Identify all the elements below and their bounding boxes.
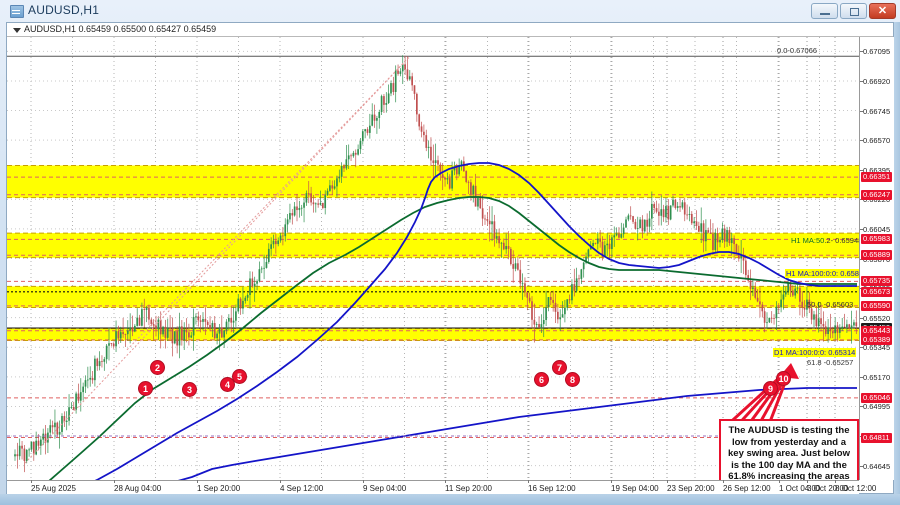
chart-marker-3: 3 <box>182 382 197 397</box>
price-tick: 0.64995 <box>859 402 891 412</box>
price-tick: 0.66220 <box>859 195 891 205</box>
chart-marker-4: 4 <box>220 377 235 392</box>
chart-marker-6: 6 <box>534 372 549 387</box>
price-tag: 0.66351 <box>861 172 893 183</box>
close-icon: ✕ <box>877 5 888 17</box>
chart-marker-7: 7 <box>552 360 567 375</box>
price-tag: 0.65389 <box>861 334 893 345</box>
chart-marker-9: 9 <box>763 381 778 396</box>
price-tick: 0.66045 <box>859 224 891 234</box>
time-axis[interactable]: 25 Aug 2025 28 Aug 04:00 1 Sep 20:00 4 Sep … <box>7 480 876 494</box>
price-tag: 0.65673 <box>861 286 893 297</box>
window-title: AUDUSD,H1 <box>28 3 100 17</box>
minimize-button[interactable] <box>811 3 838 19</box>
status-bar <box>0 494 900 505</box>
price-tick: 0.66920 <box>859 76 891 86</box>
chart-marker-8: 8 <box>565 372 580 387</box>
chevron-down-icon[interactable] <box>13 28 21 33</box>
price-tick: 0.65520 <box>859 313 891 323</box>
fib-label-618: 61.8 -0.65257 <box>807 358 854 368</box>
price-tick: 0.67095 <box>859 47 891 57</box>
time-tick: 1 Oct 04:00 <box>779 480 821 493</box>
time-tick: 23 Sep 20:00 <box>667 480 715 493</box>
time-tick: 8 Oct 12:00 <box>835 480 877 493</box>
quote-ohlc-text: AUDUSD,H1 0.65459 0.65500 0.65427 0.6545… <box>24 24 217 34</box>
time-tick: 3 Oct 20:00 <box>807 480 849 493</box>
price-tick: 0.65170 <box>859 372 891 382</box>
time-tick: 1 Sep 20:00 <box>197 480 241 493</box>
price-tag: 0.65443 <box>861 325 893 336</box>
fib-label-382: 38.2- 0.65948 <box>816 236 859 246</box>
chart-marker-2: 2 <box>150 360 165 375</box>
chart-frame: AUDUSD,H1 0.65459 0.65500 0.65427 0.6545… <box>6 22 894 494</box>
price-tag: 0.65983 <box>861 234 893 245</box>
price-axis[interactable]: 0.67095 0.66920 0.66745 0.66570 0.66395 0.662… <box>859 37 894 480</box>
price-tag: 0.65889 <box>861 250 893 261</box>
candlestick-series <box>14 55 858 473</box>
price-tick: 0.66745 <box>859 106 891 116</box>
close-button[interactable]: ✕ <box>869 3 896 19</box>
title-bar: AUDUSD,H1 ✕ <box>0 0 900 22</box>
quote-bar: AUDUSD,H1 0.65459 0.65500 0.65427 0.6545… <box>7 23 893 37</box>
fib-label-50: 50.0 -0.65603 <box>807 299 854 309</box>
time-tick: 19 Sep 04:00 <box>611 480 659 493</box>
time-tick: 9 Sep 04:00 <box>363 480 407 493</box>
price-tag: 0.65590 <box>861 300 893 311</box>
chart-marker-10: 10 <box>776 371 791 386</box>
time-tick: 28 Aug 04:00 <box>114 480 162 493</box>
chart-window-icon <box>10 5 24 18</box>
price-tag: 0.64811 <box>861 432 892 443</box>
price-tag: 0.65046 <box>861 392 893 403</box>
price-tag: 0.65735 <box>861 276 893 287</box>
ma-label-d1-100: D1 MA:100:0:0: 0.65314 <box>773 347 857 357</box>
annotation-callout: The AUDUSD is testing the low from yeste… <box>719 419 859 480</box>
price-tick: 0.65345 <box>859 343 891 353</box>
window-right-rail <box>894 22 900 494</box>
chart-marker-5: 5 <box>232 369 247 384</box>
chart-canvas <box>7 37 859 480</box>
price-tick: 0.64645 <box>859 461 891 471</box>
price-tag: 0.66247 <box>861 189 893 200</box>
price-tick: 0.66395 <box>859 165 891 175</box>
time-tick: 16 Sep 12:00 <box>528 480 576 493</box>
maximize-button[interactable] <box>840 3 867 19</box>
time-tick: 26 Sep 12:00 <box>723 480 771 493</box>
minimize-icon <box>820 13 830 15</box>
fib-label-0: 0.0-0.67066 <box>777 46 818 56</box>
time-tick: 4 Sep 12:00 <box>280 480 324 493</box>
annotation-text: The AUDUSD is testing the low from yeste… <box>728 425 850 480</box>
maximize-icon <box>850 8 859 16</box>
ma-label-h1-100: H1 MA:100:0:0: 0.65820 <box>785 268 859 278</box>
chart-marker-1: 1 <box>138 381 153 396</box>
chart-plot-area[interactable]: 0.0-0.67066 38.2- 0.65948 50.0 -0.65603 61.… <box>7 37 859 480</box>
time-tick: 11 Sep 20:00 <box>445 480 493 493</box>
ma-label-h1-50: H1 MA:50 <box>790 236 826 246</box>
time-tick: 25 Aug 2025 <box>31 480 76 493</box>
price-tick: 0.66570 <box>859 136 891 146</box>
